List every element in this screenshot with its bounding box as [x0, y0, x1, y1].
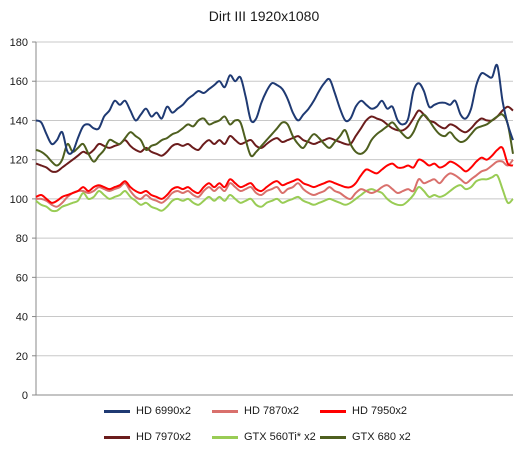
series-line-hd-6990x2 [35, 63, 514, 155]
y-tick-label: 40 [16, 312, 28, 324]
y-tick-label: 60 [16, 272, 28, 284]
legend-item-gtx-680-x2: GTX 680 x2 [320, 430, 411, 444]
legend-item-hd-6990x2: HD 6990x2 [104, 404, 191, 418]
y-tick-label: 0 [22, 390, 28, 402]
legend-label: HD 7950x2 [352, 405, 408, 417]
chart-title: Dirt III 1920x1080 [208, 8, 320, 24]
legend-swatch [212, 409, 238, 413]
legend-label: GTX 560Ti* x2 [244, 431, 316, 443]
legend-swatch [104, 435, 130, 439]
series-line-hd-7870x2 [35, 158, 514, 208]
series-line-hd-7970x2 [35, 105, 514, 173]
legend-label: HD 7970x2 [136, 431, 192, 443]
y-tick-label: 100 [10, 194, 28, 206]
legend-label: GTX 680 x2 [352, 431, 411, 443]
y-tick-label: 20 [16, 351, 28, 363]
legend-label: HD 7870x2 [244, 405, 300, 417]
legend-item-gtx-560ti-x2: GTX 560Ti* x2 [212, 430, 316, 444]
legend-swatch [320, 409, 346, 413]
legend-label: HD 6990x2 [136, 405, 192, 417]
chart-series-lines [35, 63, 514, 213]
y-axis: 0 20 40 60 80 100 120 140 160 180 [10, 37, 37, 402]
series-line-gtx-680-x2 [35, 113, 514, 167]
legend-swatch [104, 409, 130, 413]
y-tick-label: 180 [10, 37, 28, 49]
legend-swatch [212, 435, 238, 439]
legend-item-hd-7970x2: HD 7970x2 [104, 430, 191, 444]
legend-item-hd-7870x2: HD 7870x2 [212, 404, 299, 418]
series-line-gtx-560ti-x2 [35, 173, 514, 213]
legend-item-hd-7950x2: HD 7950x2 [320, 404, 407, 418]
chart-grid [36, 41, 513, 396]
y-tick-label: 140 [10, 115, 28, 127]
y-tick-label: 120 [10, 155, 28, 167]
y-tick-label: 80 [16, 233, 28, 245]
y-tick-label: 160 [10, 76, 28, 88]
series-line-hd-7950x2 [35, 146, 514, 204]
legend-swatch [320, 435, 346, 439]
